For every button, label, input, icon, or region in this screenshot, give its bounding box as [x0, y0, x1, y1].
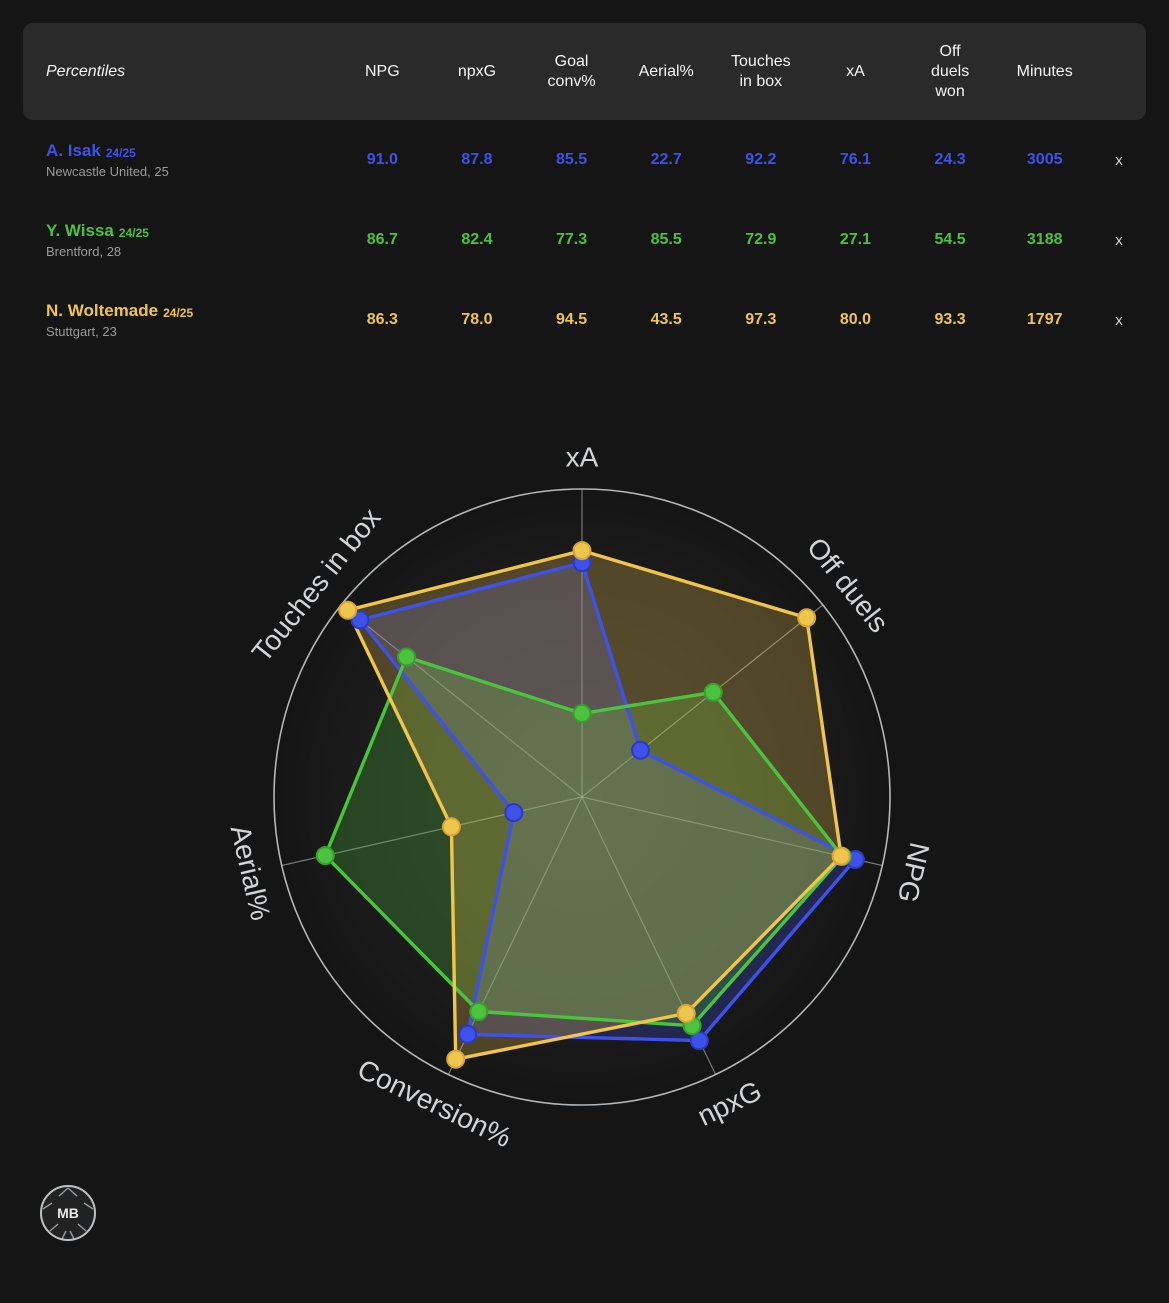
player-name: N. Woltemade [46, 301, 159, 320]
column-header-xa: xA [846, 62, 865, 80]
stat-aerial: 22.7 [650, 151, 682, 168]
radar-outline-woltemade [346, 548, 843, 1061]
stat-npg: 91.0 [366, 151, 398, 168]
player-season: 24/25 [163, 306, 194, 320]
radar-point [831, 846, 851, 866]
stat-npxg: 78.0 [461, 311, 493, 328]
player-meta: Stuttgart, 23 [46, 324, 117, 339]
stat-npxg: 87.8 [461, 151, 493, 168]
stat-goal-conv: 94.5 [555, 311, 588, 328]
stat-xa: 80.0 [839, 311, 871, 328]
column-header-aerial: Aerial% [638, 62, 694, 80]
column-header-goal-conv: Goal conv% [547, 52, 596, 90]
radar-chart-area: xA Off duels NPG npxG Conversion% Aerial% Touc… [0, 430, 1169, 1175]
table-row-woltemade: N. Woltemade 24/25 Stuttgart, 23 86.3 78.… [23, 280, 1146, 360]
column-header-off-duels-won: Off duels won [930, 42, 970, 100]
table-row-isak: A. Isak 24/25 Newcastle United, 25 91.0 8… [23, 120, 1146, 200]
radar-point [504, 803, 524, 823]
radar-point [676, 1003, 696, 1023]
remove-player-button[interactable]: x [1115, 311, 1123, 329]
radar-point [703, 682, 723, 702]
mb-logo-text: MB [57, 1205, 79, 1221]
player-season: 24/25 [105, 146, 136, 160]
remove-player-button[interactable]: x [1115, 231, 1123, 249]
column-header-npg: NPG [364, 62, 400, 80]
table-header: Percentiles NPG npxG Goal conv% Aerial% … [23, 23, 1146, 120]
stat-aerial: 43.5 [650, 311, 682, 328]
stat-touches-in-box: 72.9 [745, 231, 777, 248]
stat-touches-in-box: 97.3 [745, 311, 777, 328]
column-header-npxg: npxG [457, 62, 497, 80]
radar-point [689, 1031, 709, 1051]
radar-point [397, 647, 416, 667]
table-row-wissa: Y. Wissa 24/25 Brentford, 28 86.7 82.4 77… [23, 200, 1146, 280]
stat-touches-in-box: 92.2 [745, 151, 777, 168]
stat-minutes: 1797 [1026, 311, 1063, 328]
stat-npg: 86.7 [366, 231, 398, 248]
mb-logo: MB [36, 1181, 100, 1250]
radar-point [315, 846, 335, 866]
radar-point [631, 740, 650, 760]
stat-goal-conv: 77.3 [555, 231, 588, 248]
radar-axis-label-npg: NPG [892, 840, 936, 906]
stat-xa: 76.1 [839, 151, 871, 168]
radar-point [572, 541, 592, 561]
stat-minutes: 3005 [1026, 151, 1063, 168]
radar-axis-label-xa: xA [566, 442, 599, 473]
soccer-ball-pattern [42, 1187, 94, 1240]
radar-outline-isak [358, 560, 857, 1043]
radar-point [469, 1002, 489, 1021]
player-name: Y. Wissa [46, 221, 114, 240]
radar-spoke [581, 604, 824, 798]
remove-player-button[interactable]: x [1115, 151, 1123, 169]
table-title: Percentiles [46, 62, 126, 80]
column-header-minutes: Minutes [1016, 62, 1073, 80]
player-name-cell[interactable]: Y. Wissa 24/25 Brentford, 28 [23, 221, 335, 259]
radar-point [797, 608, 817, 628]
stat-npxg: 82.4 [461, 231, 493, 248]
stat-xa: 27.1 [839, 231, 871, 248]
player-meta: Brentford, 28 [46, 244, 122, 259]
radar-point [446, 1049, 466, 1069]
radar-spoke [340, 604, 583, 798]
radar-axis-label-aerial-: Aerial% [225, 822, 277, 923]
mb-logo-ball: MB [40, 1185, 96, 1241]
stat-off-duels-won: 93.3 [934, 311, 966, 328]
radar-point [572, 704, 592, 723]
player-name-cell[interactable]: A. Isak 24/25 Newcastle United, 25 [23, 141, 335, 179]
stat-goal-conv: 85.5 [555, 151, 588, 168]
stat-npg: 86.3 [366, 311, 398, 328]
radar-point [350, 610, 370, 630]
stat-minutes: 3188 [1026, 231, 1063, 248]
player-name-cell[interactable]: N. Woltemade 24/25 Stuttgart, 23 [23, 301, 335, 339]
percentiles-table: Percentiles NPG npxG Goal conv% Aerial% … [23, 23, 1146, 360]
stat-off-duels-won: 24.3 [934, 151, 966, 168]
player-name: A. Isak [46, 141, 101, 160]
radar-axis-label-npxg: npxG [693, 1075, 767, 1132]
radar-point [338, 600, 358, 620]
player-meta: Newcastle United, 25 [46, 164, 169, 179]
column-header-touches-in-box: Touches in box [731, 52, 791, 90]
radar-outline-wissa [323, 655, 844, 1028]
stat-off-duels-won: 54.5 [934, 231, 966, 248]
radar-point [441, 817, 461, 837]
player-season: 24/25 [118, 226, 149, 240]
radar-point [458, 1024, 478, 1044]
stat-aerial: 85.5 [650, 231, 682, 248]
